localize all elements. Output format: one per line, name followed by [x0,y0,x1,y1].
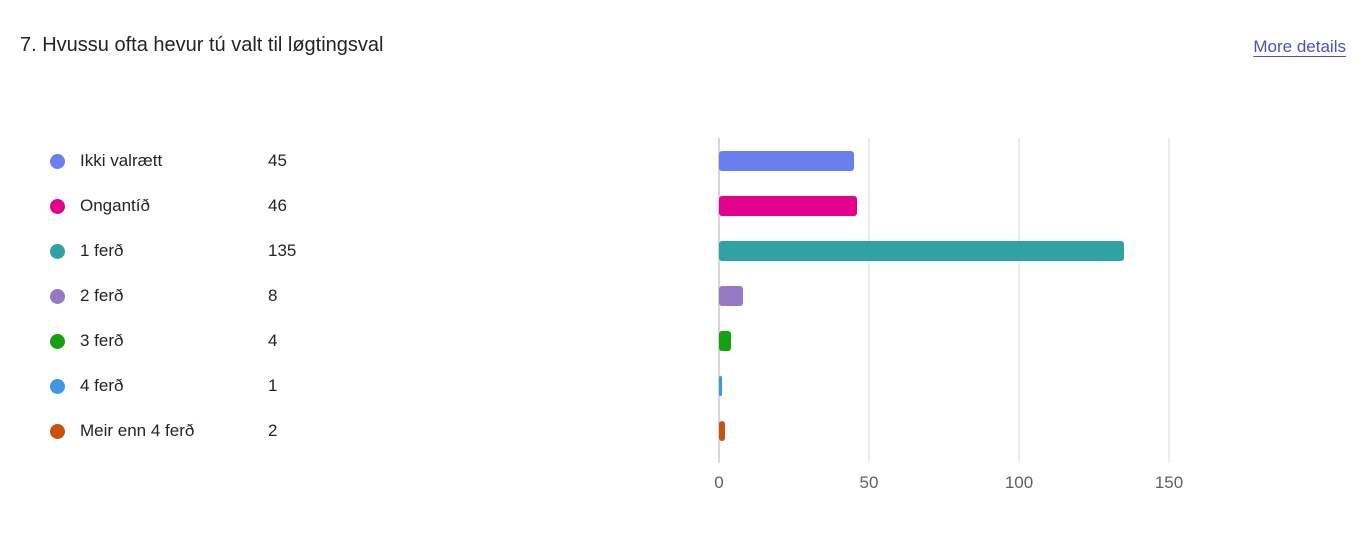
legend-item: Ikki valrætt 45 [48,149,348,173]
legend-dot-icon [50,378,65,394]
chart-legend: Ikki valrætt 45 Ongantíð 46 1 ferð 135 2 ferð 8… [48,0,348,538]
legend-dot-icon [50,198,65,214]
legend-label: 2 ferð [80,286,124,305]
x-tick-label: 150 [1155,473,1183,492]
bar-0[interactable] [719,151,854,171]
bar-3[interactable] [719,286,743,306]
legend-item: Ongantíð 46 [48,194,348,218]
legend-count: 4 [268,331,278,350]
legend-item: 2 ferð 8 [48,284,348,308]
legend-item: 4 ferð 1 [48,374,348,398]
bar-2[interactable] [719,241,1124,261]
legend-count: 46 [268,196,287,215]
x-tick-label: 50 [860,473,879,492]
legend-item: Meir enn 4 ferð 2 [48,419,348,443]
legend-count: 1 [268,376,278,395]
legend-count: 8 [268,286,278,305]
x-tick-label: 0 [714,473,723,492]
legend-count: 135 [268,241,297,260]
legend-dot-icon [50,288,65,304]
legend-label: 3 ferð [80,331,124,350]
bar-4[interactable] [719,331,731,351]
legend-dot-icon [50,153,65,169]
legend-dot-icon [50,243,65,259]
legend-item: 3 ferð 4 [48,329,348,353]
legend-label: Meir enn 4 ferð [80,421,195,440]
legend-label: Ongantíð [80,196,150,215]
x-tick-label: 100 [1005,473,1033,492]
more-details-link[interactable]: More details [1253,37,1346,56]
legend-label: 1 ferð [80,241,124,260]
bar-6[interactable] [719,421,725,441]
legend-count: 2 [268,421,278,440]
legend-count: 45 [268,151,287,170]
question-title: 7. Hvussu ofta hevur tú valt til løgting… [20,34,384,56]
bar-5[interactable] [719,376,722,396]
legend-dot-icon [50,423,65,439]
legend-label: Ikki valrætt [80,151,163,170]
legend-item: 1 ferð 135 [48,239,348,263]
bar-1[interactable] [719,196,857,216]
legend-label: 4 ferð [80,376,124,395]
legend-dot-icon [50,333,65,349]
